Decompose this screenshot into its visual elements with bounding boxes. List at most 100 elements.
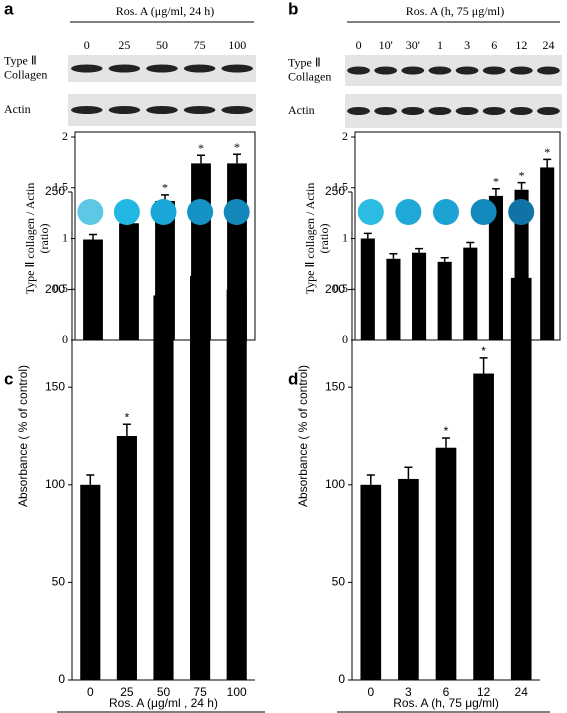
- blot-band: [401, 107, 425, 115]
- error-bar: [404, 466, 413, 479]
- category-label: 50: [157, 685, 171, 699]
- error-bar: [517, 181, 526, 190]
- error-bar: [440, 257, 449, 262]
- blot-band: [146, 106, 178, 114]
- blot-band: [509, 107, 533, 115]
- well: [508, 199, 535, 225]
- category-label: 0: [356, 38, 362, 52]
- blot-band: [108, 64, 141, 73]
- category-label: 75: [194, 38, 206, 52]
- category-label: 100: [227, 685, 247, 699]
- x-axis-title: Ros. A (h, 75 μg/ml): [406, 4, 504, 18]
- blot-band: [108, 106, 141, 114]
- y-tick-label: 250: [325, 184, 345, 198]
- well: [150, 199, 177, 225]
- blot-label: Collagen: [288, 69, 331, 83]
- y-axis-title: Absorbance ( % of control): [16, 365, 30, 507]
- blot-band: [347, 66, 370, 75]
- error-bar: [197, 154, 205, 164]
- category-label: 6: [491, 38, 497, 52]
- bar: [386, 258, 401, 340]
- error-bar: [543, 158, 552, 168]
- y-axis-unit: (ratio): [317, 224, 331, 254]
- blot-band: [183, 106, 216, 114]
- y-axis-title: Type Ⅱ collagen / Actin: [23, 183, 37, 295]
- category-label: 30': [406, 38, 420, 52]
- category-label: 25: [118, 38, 130, 52]
- significance: *: [519, 168, 525, 182]
- y-axis-unit: (ratio): [37, 224, 51, 254]
- y-tick-label: 0: [58, 672, 65, 686]
- well: [357, 199, 384, 225]
- bar: [463, 247, 478, 340]
- bar: [488, 195, 503, 340]
- blot-band: [71, 64, 103, 73]
- category-label: 0: [84, 38, 90, 52]
- blot-band: [428, 66, 452, 75]
- y-tick-label: 1: [62, 230, 68, 244]
- error-bar: [196, 255, 205, 276]
- y-tick-label: 1.5: [53, 180, 68, 194]
- blot-label: Type Ⅱ: [4, 53, 37, 67]
- blot-band: [71, 106, 103, 114]
- panel-label: b: [288, 0, 298, 18]
- category-label: 100: [228, 38, 246, 52]
- y-tick-label: 0: [338, 672, 345, 686]
- error-bar: [159, 273, 168, 296]
- significance: *: [161, 260, 166, 274]
- error-bar: [363, 232, 372, 239]
- blot-band: [374, 107, 398, 115]
- bar: [80, 484, 101, 680]
- y-tick-label: 0: [342, 332, 348, 346]
- y-axis-title: Absorbance ( % of control): [296, 365, 310, 507]
- significance: *: [125, 410, 130, 424]
- y-tick-label: 50: [332, 575, 346, 589]
- blot-band: [221, 106, 253, 114]
- error-bar: [415, 247, 424, 253]
- well: [77, 199, 104, 225]
- category-label: 75: [193, 685, 207, 699]
- blot-band: [537, 107, 560, 115]
- bar: [360, 238, 375, 340]
- error-bar: [89, 233, 97, 240]
- y-tick-label: 200: [45, 282, 65, 296]
- blot-band: [482, 107, 506, 115]
- y-tick-label: 200: [325, 282, 345, 296]
- blot-band: [455, 107, 479, 115]
- bar: [540, 167, 555, 340]
- y-tick-label: 2: [62, 129, 68, 143]
- category-label: 12: [515, 38, 527, 52]
- bar: [437, 261, 452, 340]
- category-label: 25: [120, 685, 134, 699]
- category-label: 3: [405, 685, 412, 699]
- significance: *: [444, 424, 449, 438]
- y-tick-label: 250: [45, 184, 65, 198]
- blot-band: [374, 66, 398, 75]
- category-label: 0: [367, 685, 374, 699]
- blot-band: [537, 66, 560, 75]
- blot-band: [146, 64, 178, 73]
- blot-label: Actin: [4, 102, 31, 116]
- y-tick-label: 0.5: [53, 281, 68, 295]
- category-label: 24: [515, 685, 529, 699]
- y-tick-label: 0.5: [333, 281, 348, 295]
- category-label: 10': [379, 38, 393, 52]
- panel-label: d: [288, 369, 298, 388]
- panel-label: a: [4, 0, 14, 18]
- y-axis-title: Type Ⅱ collagen / Actin: [303, 183, 317, 295]
- x-axis-title: Ros. A (μg/ml , 24 h): [109, 696, 218, 710]
- significance: *: [493, 175, 499, 189]
- y-tick-label: 0: [62, 332, 68, 346]
- bar: [153, 295, 174, 680]
- bar: [473, 373, 494, 680]
- blot-band: [347, 107, 370, 115]
- well: [113, 199, 140, 225]
- y-tick-label: 1: [342, 230, 348, 244]
- category-label: 1: [437, 38, 443, 52]
- significance: *: [519, 245, 524, 259]
- significance: *: [198, 243, 203, 257]
- y-tick-label: 150: [45, 379, 65, 393]
- y-tick-label: 1.5: [333, 180, 348, 194]
- category-label: 12: [477, 685, 491, 699]
- bar: [226, 289, 247, 680]
